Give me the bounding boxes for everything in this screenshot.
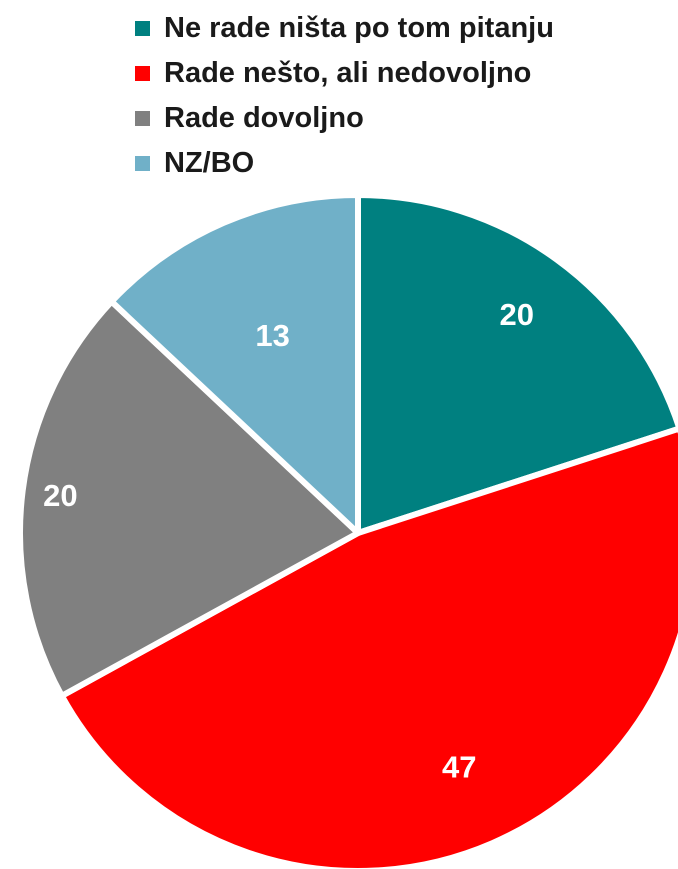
legend-swatch bbox=[135, 111, 150, 126]
legend-item-rade-nesto: Rade nešto, ali nedovoljno bbox=[135, 51, 554, 96]
chart-legend: Ne rade ništa po tom pitanju Rade nešto,… bbox=[135, 6, 554, 186]
slice-nz-bo bbox=[108, 192, 361, 536]
legend-item-nz-bo: NZ/BO bbox=[135, 141, 554, 186]
legend-swatch bbox=[135, 156, 150, 171]
slice-value-label: 47 bbox=[442, 750, 476, 785]
slice-value-label: 20 bbox=[43, 478, 77, 513]
legend-label: Rade nešto, ali nedovoljno bbox=[164, 57, 532, 89]
legend-swatch bbox=[135, 21, 150, 36]
slice-value-label: 20 bbox=[499, 297, 533, 332]
legend-item-rade-dovoljno: Rade dovoljno bbox=[135, 96, 554, 141]
legend-item-ne-rade-nista: Ne rade ništa po tom pitanju bbox=[135, 6, 554, 51]
legend-label: Rade dovoljno bbox=[164, 102, 364, 134]
legend-label: NZ/BO bbox=[164, 147, 255, 179]
slice-ne-rade-nista bbox=[355, 192, 678, 536]
legend-swatch bbox=[135, 66, 150, 81]
pie-slice-labels: 20 47 20 13 bbox=[43, 297, 534, 784]
slice-value-label: 13 bbox=[255, 318, 289, 353]
slice-rade-dovoljno bbox=[17, 298, 361, 699]
legend-label: Ne rade ništa po tom pitanju bbox=[164, 12, 554, 44]
pie-slices bbox=[17, 192, 678, 869]
slice-rade-nesto bbox=[58, 425, 678, 869]
